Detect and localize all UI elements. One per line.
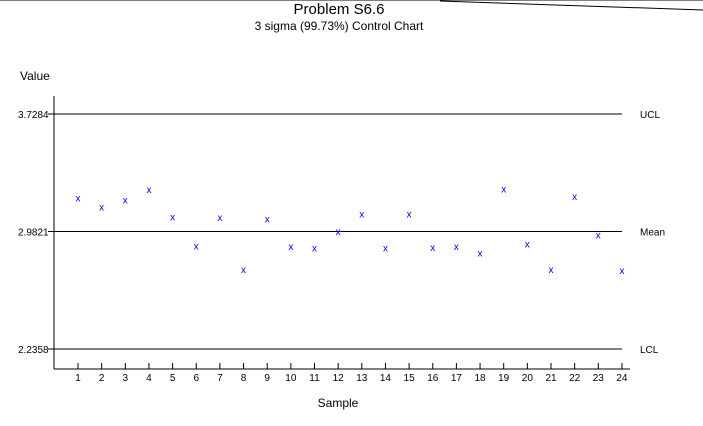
x-tick-label: 12 bbox=[333, 373, 345, 384]
data-point: x bbox=[99, 202, 104, 213]
y-tick-label: 3.7284 bbox=[18, 110, 49, 121]
x-tick-label: 17 bbox=[451, 373, 463, 384]
x-tick-label: 15 bbox=[404, 373, 416, 384]
x-ticks: 1 2 3 4 5 6 7 8 9 10 11 12 13 14 15 16 17 18 19 20 21 22 23 24 bbox=[75, 363, 628, 384]
data-point: x bbox=[454, 242, 459, 253]
chart-subtitle: 3 sigma (99.73%) Control Chart bbox=[255, 19, 424, 33]
y-axis-label: Value bbox=[20, 69, 50, 83]
title-divider-line-right bbox=[439, 0, 703, 11]
ref-label-ucl: UCL bbox=[640, 110, 660, 121]
data-point: x bbox=[123, 196, 128, 207]
x-tick-label: 20 bbox=[522, 373, 534, 384]
x-tick-label: 6 bbox=[193, 373, 199, 384]
x-tick-label: 7 bbox=[217, 373, 223, 384]
data-point: x bbox=[478, 249, 483, 260]
data-point: x bbox=[288, 242, 293, 253]
data-point: x bbox=[76, 193, 81, 204]
data-point: x bbox=[217, 213, 222, 224]
data-point: x bbox=[525, 240, 530, 251]
data-point: x bbox=[501, 184, 506, 195]
x-tick-label: 5 bbox=[170, 373, 176, 384]
data-point: x bbox=[194, 242, 199, 253]
x-tick-label: 13 bbox=[356, 373, 368, 384]
data-point: x bbox=[241, 265, 246, 276]
x-tick-label: 11 bbox=[309, 373, 320, 384]
x-tick-label: 14 bbox=[380, 373, 392, 384]
data-point: x bbox=[572, 192, 577, 203]
x-tick-label: 8 bbox=[241, 373, 247, 384]
x-axis-label: Sample bbox=[318, 396, 359, 410]
x-tick-label: 2 bbox=[99, 373, 105, 384]
ref-label-mean: Mean bbox=[640, 228, 665, 239]
reference-lines: 3.7284 UCL 2.9821 Mean 2.2358 LCL bbox=[18, 110, 665, 356]
data-point: x bbox=[383, 244, 388, 255]
data-point: x bbox=[265, 214, 270, 225]
x-tick-label: 23 bbox=[593, 373, 605, 384]
x-tick-label: 4 bbox=[146, 373, 152, 384]
data-point: x bbox=[430, 243, 435, 254]
x-tick-label: 22 bbox=[569, 373, 581, 384]
x-tick-label: 16 bbox=[427, 373, 439, 384]
data-point: x bbox=[146, 185, 151, 196]
data-point: x bbox=[407, 210, 412, 221]
data-point: x bbox=[619, 266, 624, 277]
data-point: x bbox=[336, 227, 341, 238]
y-tick-label: 2.9821 bbox=[18, 228, 49, 239]
data-point: x bbox=[170, 212, 175, 223]
x-tick-label: 9 bbox=[264, 373, 270, 384]
data-point: x bbox=[549, 265, 554, 276]
x-tick-label: 10 bbox=[285, 373, 297, 384]
x-tick-label: 3 bbox=[123, 373, 129, 384]
x-tick-label: 18 bbox=[474, 373, 486, 384]
x-tick-label: 21 bbox=[545, 373, 557, 384]
data-point: x bbox=[596, 230, 601, 241]
y-tick-label: 2.2358 bbox=[18, 345, 49, 356]
data-points: x x x x x x x x x x x x x x x x x x x x x x x x bbox=[76, 184, 625, 277]
data-point: x bbox=[312, 244, 317, 255]
ref-label-lcl: LCL bbox=[640, 345, 659, 356]
x-tick-label: 24 bbox=[616, 373, 628, 384]
chart-title: Problem S6.6 bbox=[294, 1, 385, 18]
data-point: x bbox=[359, 210, 364, 221]
x-tick-label: 19 bbox=[498, 373, 510, 384]
x-tick-label: 1 bbox=[75, 373, 81, 384]
